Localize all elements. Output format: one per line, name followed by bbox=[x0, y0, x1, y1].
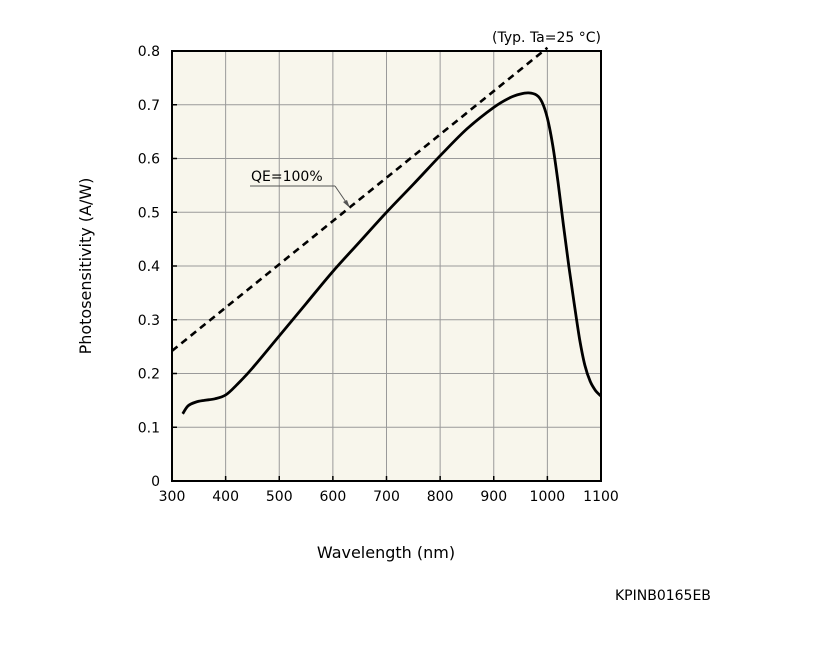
annotation-arrowhead bbox=[343, 200, 350, 208]
axis-ticks bbox=[171, 50, 602, 482]
y-tick-labels: 0 0.1 0.2 0.3 0.4 0.5 0.6 0.7 0.8 bbox=[138, 44, 160, 490]
y-tick-label: 0.3 bbox=[138, 313, 160, 329]
y-axis-label: Photosensitivity (A/W) bbox=[76, 178, 95, 355]
y-tick-label: 0.2 bbox=[138, 367, 160, 383]
grid-lines bbox=[172, 51, 601, 481]
x-axis-label: Wavelength (nm) bbox=[317, 543, 455, 562]
y-tick-label: 0.6 bbox=[138, 152, 160, 168]
series-layer bbox=[171, 46, 602, 415]
y-tick-label: 0.5 bbox=[138, 205, 160, 221]
y-tick-label: 0.4 bbox=[138, 259, 160, 275]
y-tick-label: 0.8 bbox=[138, 44, 160, 60]
condition-note: (Typ. Ta=25 °C) bbox=[492, 30, 601, 46]
annotation-label: QE=100% bbox=[251, 169, 323, 185]
x-tick-label: 700 bbox=[373, 489, 400, 505]
y-tick-label: 0 bbox=[151, 474, 160, 490]
x-tick-label: 1000 bbox=[530, 489, 566, 505]
x-tick-label: 1100 bbox=[583, 489, 619, 505]
y-tick-label: 0.7 bbox=[138, 98, 160, 114]
x-tick-labels: 300 400 500 600 700 800 900 1000 1100 bbox=[159, 489, 619, 505]
x-tick-label: 900 bbox=[480, 489, 507, 505]
y-tick-label: 0.1 bbox=[138, 420, 160, 436]
x-tick-label: 800 bbox=[427, 489, 454, 505]
x-tick-label: 300 bbox=[159, 489, 186, 505]
figure-code: KPINB0165EB bbox=[615, 588, 711, 604]
x-tick-label: 500 bbox=[266, 489, 293, 505]
x-tick-label: 400 bbox=[212, 489, 239, 505]
x-tick-label: 600 bbox=[320, 489, 347, 505]
qe-100-line bbox=[171, 46, 549, 352]
photosensitivity-curve bbox=[181, 91, 602, 415]
